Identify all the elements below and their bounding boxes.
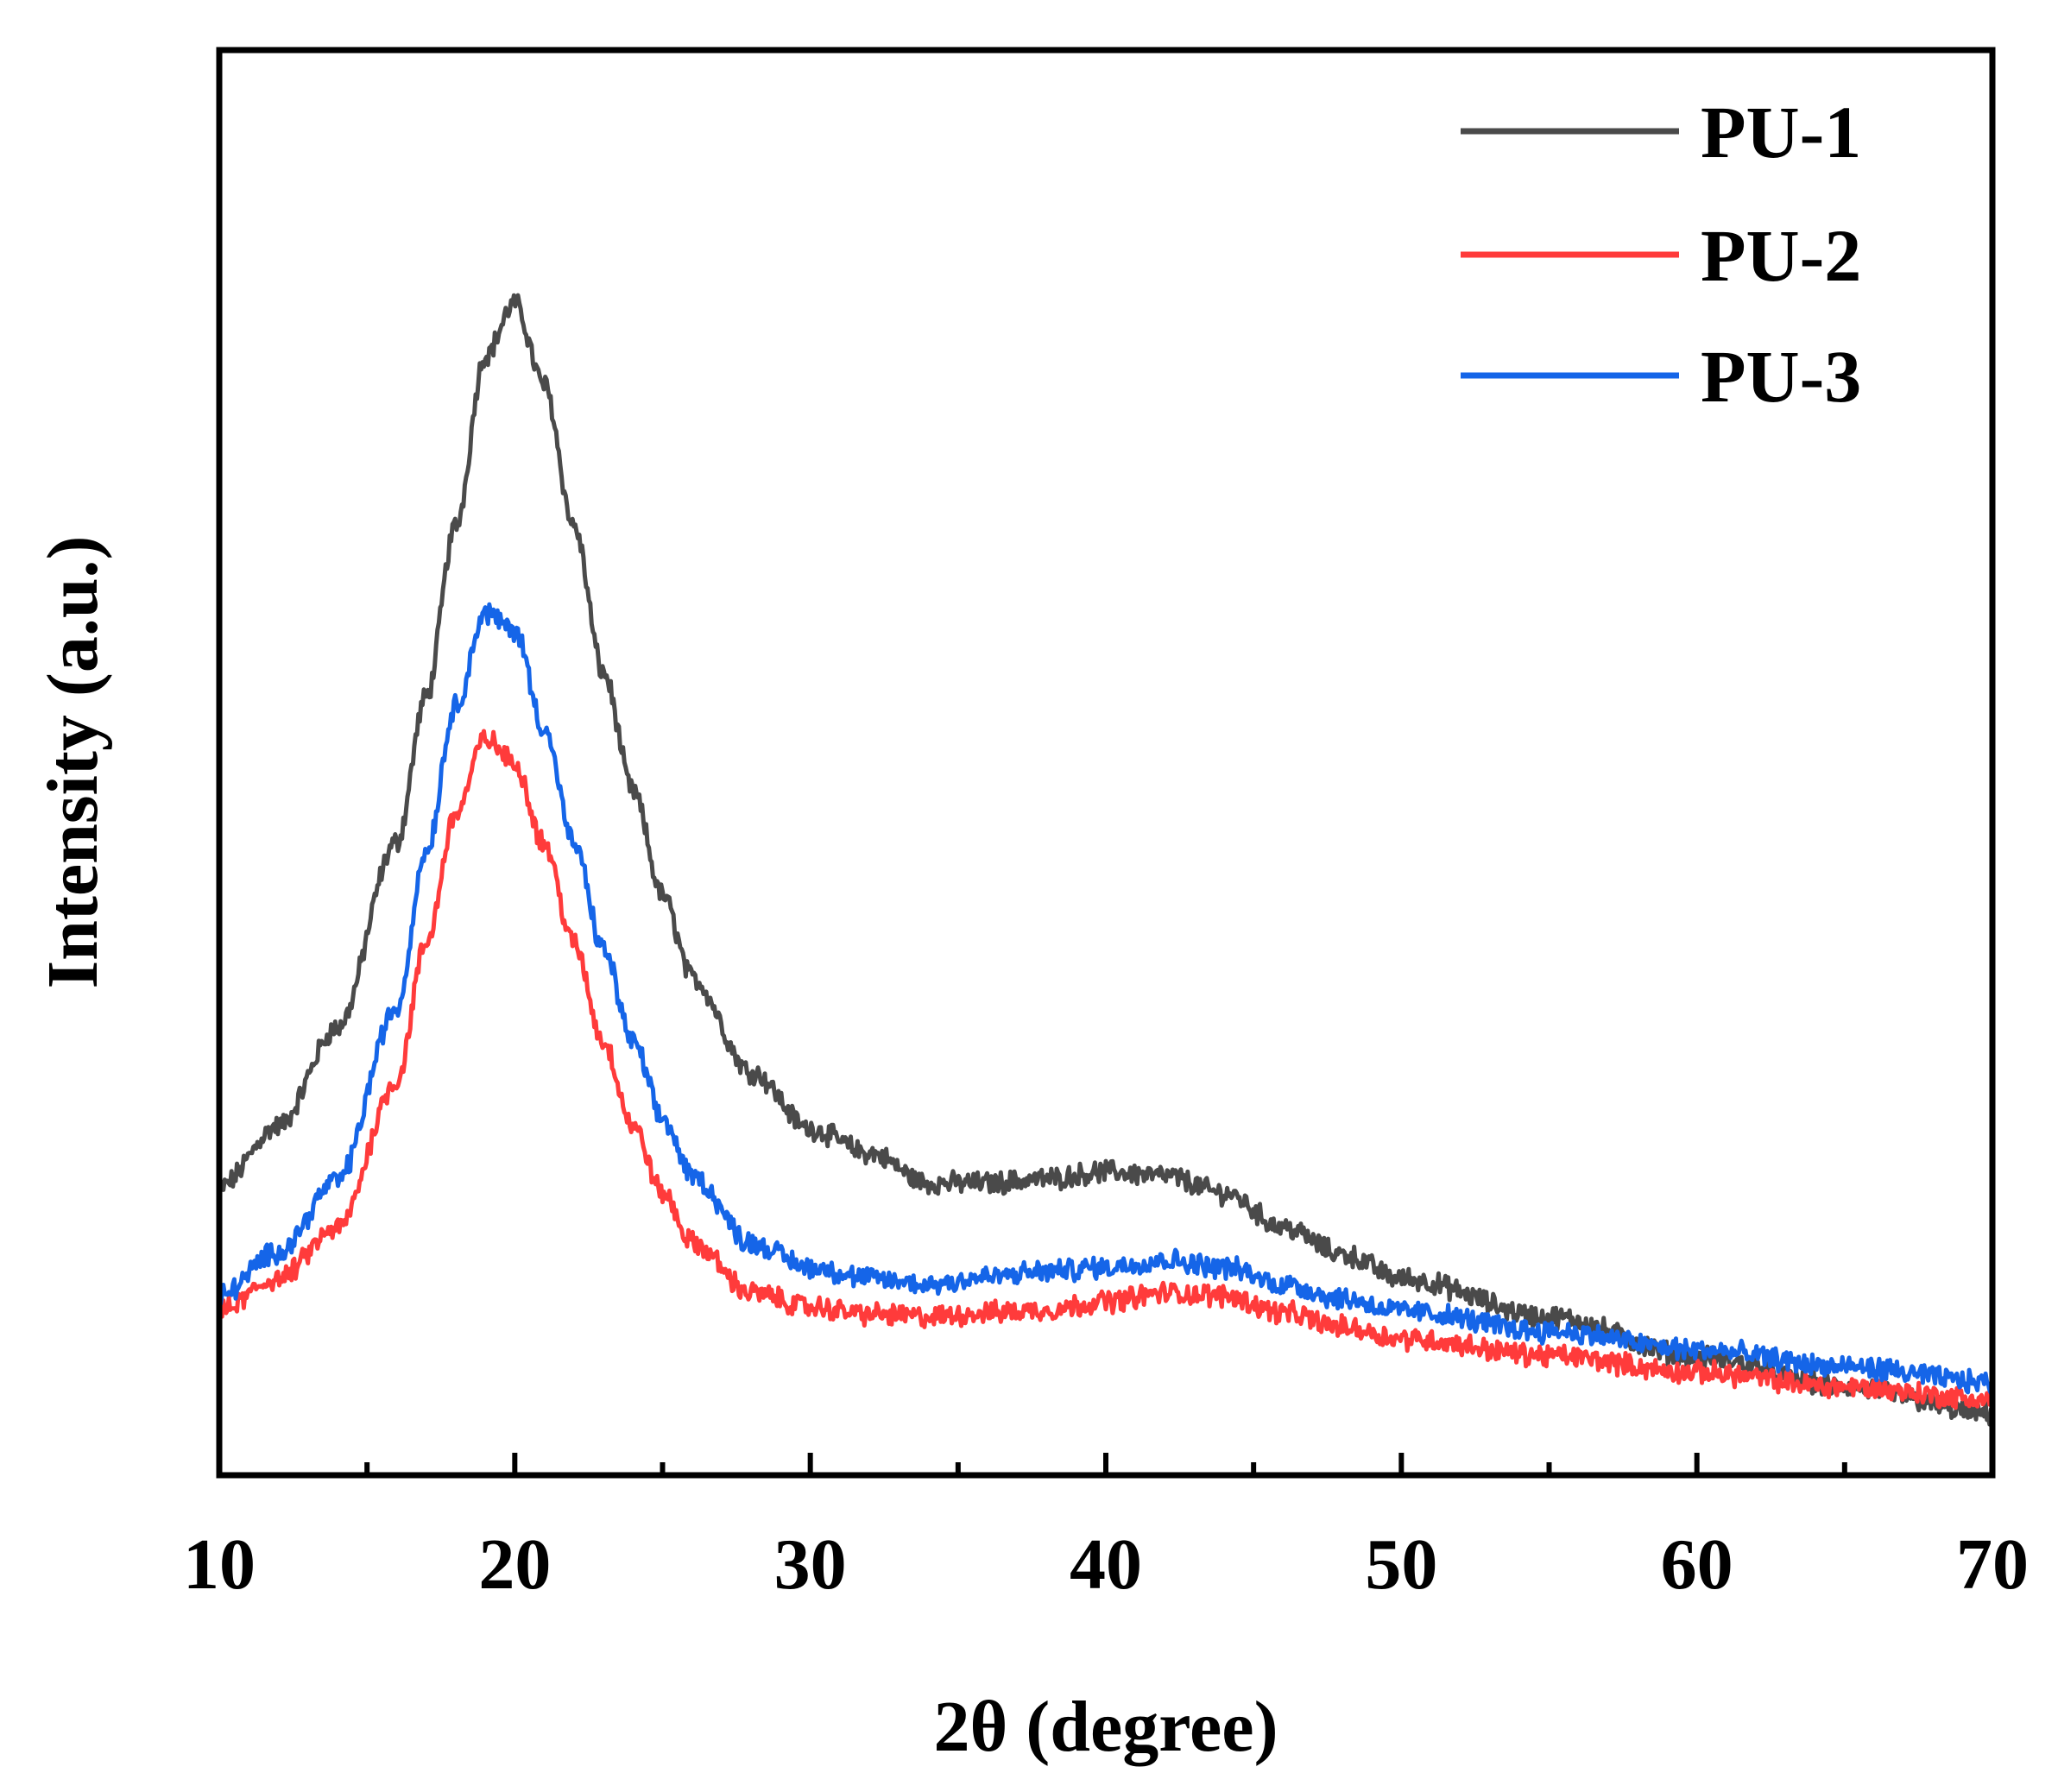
x-tick-label: 70 — [1956, 1524, 2029, 1605]
x-tick-label: 50 — [1365, 1524, 1437, 1605]
series-line-pu-2 — [218, 729, 1995, 1410]
legend-label-pu-3: PU-3 — [1701, 335, 1861, 418]
legend-label-pu-1: PU-1 — [1701, 91, 1861, 174]
x-tick-label: 30 — [774, 1524, 847, 1605]
series-layer — [217, 293, 1995, 1427]
x-axis-title: 2θ (degree) — [933, 1687, 1278, 1767]
legend: PU-1 PU-2 PU-3 — [1461, 91, 1861, 418]
legend-label-pu-2: PU-2 — [1701, 214, 1861, 297]
y-axis-title: Intensity (a.u.) — [33, 535, 113, 988]
x-tick-label: 10 — [183, 1524, 256, 1605]
series-line-pu-3 — [217, 602, 1995, 1396]
x-tick-label: 40 — [1070, 1524, 1142, 1605]
x-tick-label: 60 — [1661, 1524, 1733, 1605]
x-axis-ticks: 10 20 30 40 50 60 70 — [183, 1453, 2029, 1605]
x-tick-label: 20 — [478, 1524, 551, 1605]
